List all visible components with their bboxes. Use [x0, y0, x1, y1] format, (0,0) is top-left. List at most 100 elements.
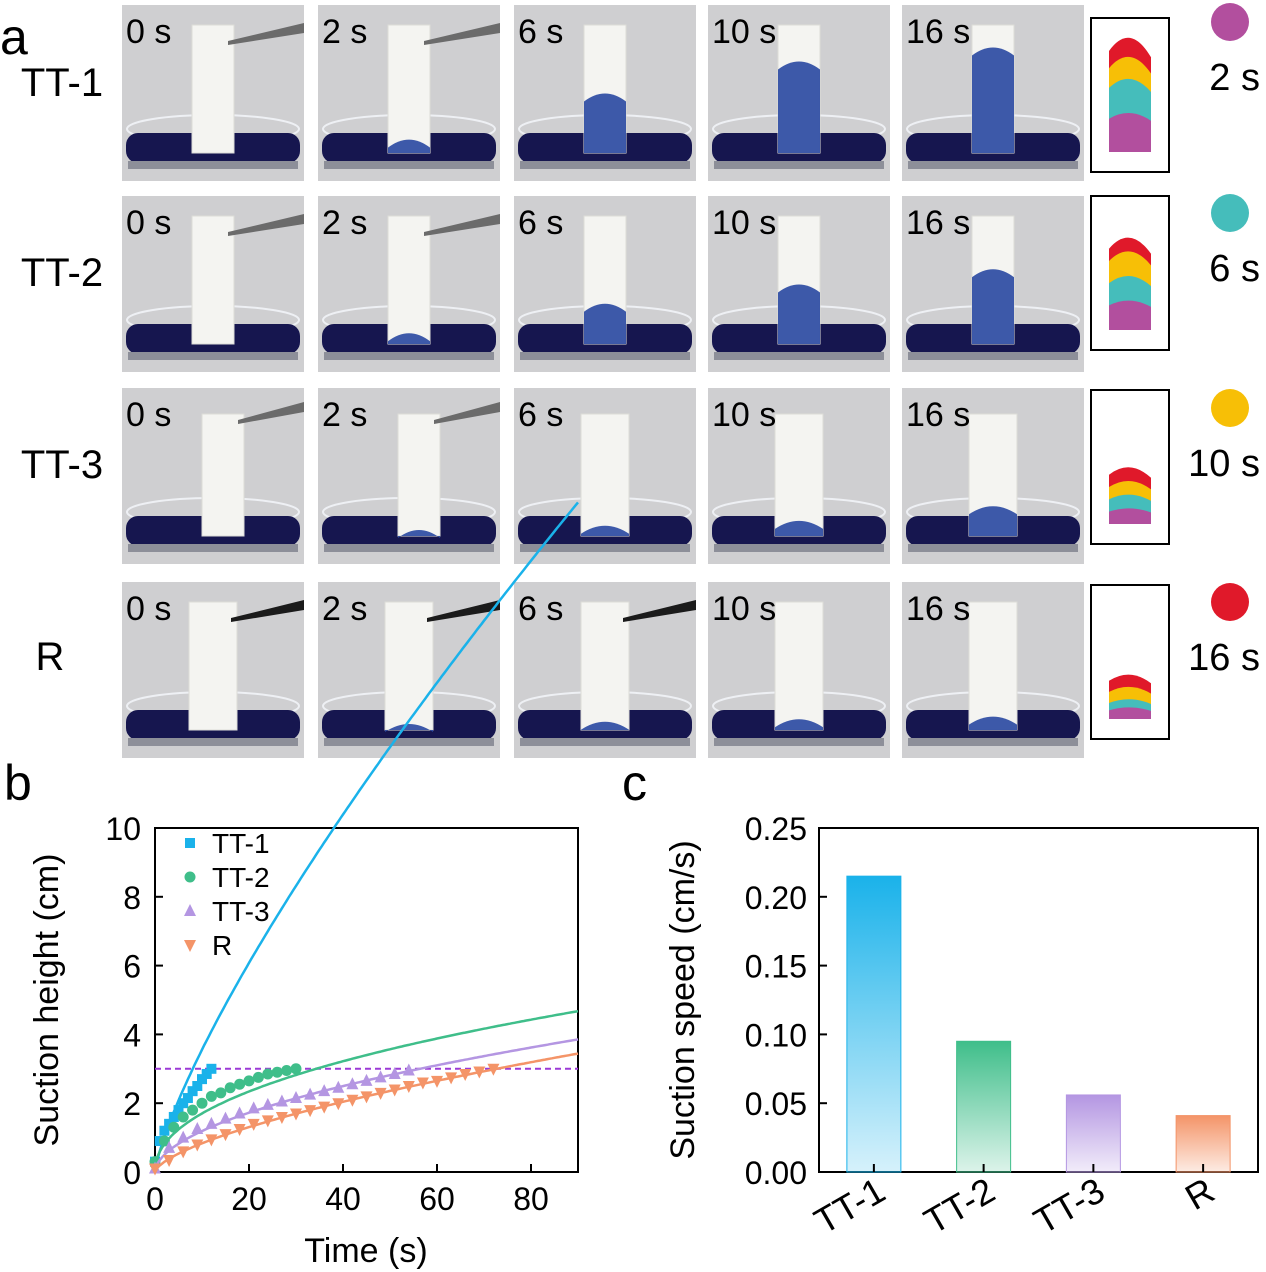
x-tick-label: 0 [146, 1181, 164, 1217]
data-point-tt-3 [233, 1106, 246, 1119]
row-labels: TT-1 TT-2 TT-3 R [21, 61, 103, 679]
data-point-r [290, 1108, 302, 1121]
data-point-tt-2 [234, 1078, 246, 1090]
data-point-tt-3 [318, 1084, 331, 1097]
time-label: 6 s [518, 590, 563, 628]
foam-strip [968, 601, 1018, 731]
photo-3-4: 16 s [902, 582, 1084, 758]
time-label: 10 s [712, 204, 776, 242]
data-point-r [402, 1081, 415, 1093]
legend-dot-3 [1211, 583, 1249, 621]
panel-a-label: a [0, 9, 28, 65]
y-tick-label: 6 [123, 949, 141, 985]
photo-1-2: 6 s [514, 196, 696, 372]
legend-time-1: 6 s [1209, 248, 1260, 290]
photo-2-1: 2 s [318, 388, 500, 564]
data-point-tt-3 [163, 1140, 176, 1153]
data-point-r [487, 1063, 500, 1076]
y-tick-label: 0.00 [745, 1155, 807, 1191]
data-point-r [177, 1146, 190, 1159]
absorbed-dye [775, 520, 823, 536]
data-point-r [191, 1139, 204, 1152]
data-point-tt-1 [159, 1125, 170, 1136]
photo-3-2: 6 s [514, 582, 696, 758]
photo-1-1: 2 s [318, 196, 500, 372]
photo-2-2: 6 s [514, 388, 696, 564]
absorbed-dye [969, 716, 1017, 730]
row-label-3: R [36, 635, 65, 679]
dish-base [520, 352, 690, 360]
data-point-tt-3 [177, 1130, 190, 1143]
time-label: 6 s [518, 204, 563, 242]
dish-base [128, 544, 298, 552]
chart-c-frame [818, 827, 1259, 1173]
diagram-box-2 [1090, 389, 1170, 545]
x-tick-label-tt-2: TT-2 [917, 1169, 1002, 1242]
foam-strip [580, 601, 630, 731]
data-point-tt-2 [224, 1082, 236, 1094]
dish-base [714, 738, 884, 746]
legend-marker-r [184, 940, 196, 952]
time-label: 2 s [322, 204, 367, 242]
data-point-tt-2 [243, 1075, 255, 1087]
data-point-r [473, 1066, 486, 1079]
photo-0-4: 16 s [902, 5, 1084, 181]
data-point-tt-3 [191, 1122, 204, 1134]
data-point-r [346, 1094, 359, 1107]
dish-base [128, 738, 298, 746]
photo-3-1: 2 s [318, 582, 500, 758]
absorbed-dye [972, 47, 1014, 154]
photo-0-0: 0 s [122, 5, 304, 181]
time-label: 0 s [126, 13, 171, 51]
data-point-r [360, 1091, 373, 1104]
bar-tt-1 [846, 875, 902, 1173]
data-point-tt-1 [192, 1081, 203, 1091]
diagram-box-1 [1090, 195, 1170, 351]
data-point-tt-1 [201, 1068, 212, 1079]
data-point-r [459, 1068, 472, 1081]
wicking-layer-0 [1109, 113, 1151, 152]
legend-dot-2 [1211, 389, 1249, 427]
data-point-r [275, 1111, 288, 1124]
wicking-layer-0 [1109, 300, 1151, 330]
time-label: 2 s [322, 590, 367, 628]
data-point-tt-2 [205, 1090, 217, 1102]
time-legend: 2 s 6 s 10 s 16 s [1188, 3, 1260, 679]
y-tick-label: 4 [123, 1017, 141, 1053]
chart-c-plot-area: 0.00 0.05 0.10 0.15 0.20 0.25 TT-1 TT-2 TT-3 R [745, 811, 1259, 1242]
time-label: 10 s [712, 13, 776, 51]
data-point-tt-1 [164, 1118, 175, 1129]
row-label-2: TT-3 [21, 443, 103, 487]
fit-line-tt-2 [153, 1009, 579, 1173]
data-point-tt-1 [178, 1098, 189, 1109]
data-point-r [205, 1134, 218, 1147]
data-point-tt-3 [388, 1066, 401, 1079]
dish-base [324, 738, 494, 746]
x-tick-label-tt-1: TT-1 [807, 1169, 892, 1242]
dish-base [908, 161, 1078, 169]
tweezers [427, 600, 500, 622]
photo-0-1: 2 s [318, 5, 500, 181]
dish-base [324, 352, 494, 360]
time-label: 10 s [712, 396, 776, 434]
foam-strip [387, 24, 431, 154]
time-label: 6 s [518, 13, 563, 51]
data-point-r [416, 1077, 429, 1090]
chart-b-x-axis-label: Time (s) [304, 1232, 427, 1270]
legend-label-tt-2: TT-2 [212, 862, 270, 893]
absorbed-dye [778, 61, 820, 153]
data-point-tt-2 [271, 1066, 283, 1078]
dish-base [714, 161, 884, 169]
data-point-r [374, 1087, 387, 1100]
x-tick-label: 40 [325, 1181, 361, 1217]
foam-strip [774, 601, 824, 731]
foam-strip [580, 413, 630, 537]
photo-3-0: 0 s [122, 582, 304, 758]
time-label: 16 s [906, 590, 970, 628]
bar-tt-2 [956, 1040, 1012, 1173]
data-point-r [233, 1124, 246, 1136]
y-tick-label: 0.20 [745, 880, 807, 916]
absorbed-dye [972, 269, 1014, 344]
